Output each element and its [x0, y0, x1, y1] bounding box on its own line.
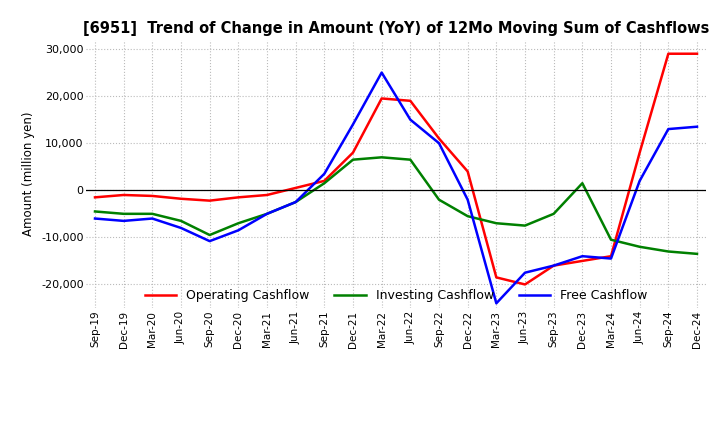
Free Cashflow [320, 171, 328, 176]
Investing Cashflow [148, 211, 157, 216]
Free Cashflow [464, 197, 472, 202]
Investing Cashflow [377, 155, 386, 160]
Operating Cashflow [205, 198, 214, 203]
Investing Cashflow [492, 220, 500, 226]
Operating Cashflow [377, 96, 386, 101]
Free Cashflow [578, 253, 587, 259]
Operating Cashflow [263, 192, 271, 198]
Free Cashflow [435, 140, 444, 146]
Investing Cashflow [263, 211, 271, 216]
Free Cashflow [635, 178, 644, 183]
Line: Free Cashflow: Free Cashflow [95, 73, 697, 303]
Investing Cashflow [176, 218, 185, 224]
Free Cashflow [406, 117, 415, 122]
Free Cashflow [377, 70, 386, 75]
Investing Cashflow [91, 209, 99, 214]
Free Cashflow [348, 122, 357, 127]
Operating Cashflow [234, 195, 243, 200]
Free Cashflow [292, 199, 300, 205]
Free Cashflow [205, 238, 214, 244]
Investing Cashflow [664, 249, 672, 254]
Free Cashflow [176, 225, 185, 231]
Investing Cashflow [320, 180, 328, 186]
Operating Cashflow [320, 178, 328, 183]
Operating Cashflow [664, 51, 672, 56]
Investing Cashflow [635, 244, 644, 249]
Free Cashflow [234, 227, 243, 233]
Investing Cashflow [607, 237, 616, 242]
Free Cashflow [607, 256, 616, 261]
Operating Cashflow [521, 282, 529, 287]
Investing Cashflow [549, 211, 558, 216]
Free Cashflow [492, 301, 500, 306]
Operating Cashflow [578, 258, 587, 264]
Investing Cashflow [205, 232, 214, 238]
Title: [6951]  Trend of Change in Amount (YoY) of 12Mo Moving Sum of Cashflows: [6951] Trend of Change in Amount (YoY) o… [83, 21, 709, 36]
Operating Cashflow [176, 196, 185, 202]
Line: Operating Cashflow: Operating Cashflow [95, 54, 697, 284]
Operating Cashflow [348, 150, 357, 155]
Investing Cashflow [348, 157, 357, 162]
Legend: Operating Cashflow, Investing Cashflow, Free Cashflow: Operating Cashflow, Investing Cashflow, … [140, 284, 652, 307]
Operating Cashflow [635, 150, 644, 155]
Free Cashflow [549, 263, 558, 268]
Operating Cashflow [435, 136, 444, 141]
Operating Cashflow [492, 275, 500, 280]
Operating Cashflow [406, 98, 415, 103]
Free Cashflow [664, 126, 672, 132]
Investing Cashflow [234, 220, 243, 226]
Investing Cashflow [120, 211, 128, 216]
Operating Cashflow [91, 195, 99, 200]
Operating Cashflow [148, 193, 157, 198]
Investing Cashflow [292, 199, 300, 205]
Free Cashflow [91, 216, 99, 221]
Investing Cashflow [406, 157, 415, 162]
Operating Cashflow [607, 253, 616, 259]
Investing Cashflow [464, 213, 472, 219]
Investing Cashflow [578, 180, 587, 186]
Operating Cashflow [292, 185, 300, 191]
Free Cashflow [263, 211, 271, 216]
Operating Cashflow [693, 51, 701, 56]
Investing Cashflow [435, 197, 444, 202]
Line: Investing Cashflow: Investing Cashflow [95, 158, 697, 254]
Investing Cashflow [693, 251, 701, 257]
Free Cashflow [120, 218, 128, 224]
Operating Cashflow [464, 169, 472, 174]
Free Cashflow [521, 270, 529, 275]
Free Cashflow [148, 216, 157, 221]
Operating Cashflow [120, 192, 128, 198]
Free Cashflow [693, 124, 701, 129]
Investing Cashflow [521, 223, 529, 228]
Y-axis label: Amount (million yen): Amount (million yen) [22, 112, 35, 236]
Operating Cashflow [549, 263, 558, 268]
